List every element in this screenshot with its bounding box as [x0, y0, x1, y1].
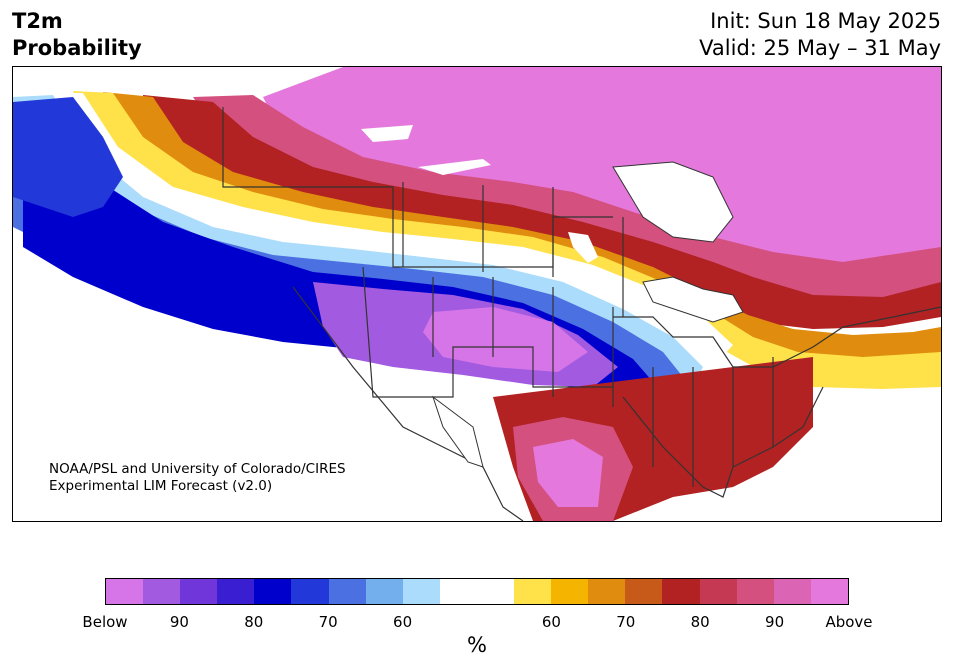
colorbar-segment — [773, 579, 811, 604]
colorbar-segment — [699, 579, 737, 604]
lake-winnipeg — [568, 232, 598, 263]
colorbar-segment — [402, 579, 440, 604]
region-above-north — [263, 67, 941, 282]
colorbar-segment — [254, 579, 292, 604]
colorbar-segment — [476, 579, 515, 604]
great-slave-lake — [418, 159, 491, 175]
probability-map — [12, 66, 942, 522]
region-below-max — [423, 307, 588, 372]
colorbar-tick-label: 60 — [393, 613, 413, 631]
date-block: Init: Sun 18 May 2025 Valid: 25 May – 31… — [699, 8, 941, 62]
colorbar-segment — [514, 579, 552, 604]
region-alaska-cold — [13, 97, 123, 217]
colorbar-tick-label: 70 — [616, 613, 636, 631]
colorbar-unit: % — [467, 633, 487, 657]
region-mexico-above-core — [533, 439, 603, 507]
title-block: T2m Probability — [12, 8, 142, 62]
title-variable: T2m — [12, 9, 63, 33]
colorbar — [105, 578, 849, 605]
init-date: Init: Sun 18 May 2025 — [710, 9, 941, 33]
colorbar-tick-label: 60 — [541, 613, 561, 631]
colorbar-tick-label: 90 — [169, 613, 189, 631]
colorbar-segment — [625, 579, 663, 604]
hudson-bay — [612, 161, 734, 243]
map-svg — [13, 67, 941, 521]
great-bear-lake — [361, 125, 413, 142]
colorbar-segment — [551, 579, 589, 604]
region-warm-yellow-north — [73, 91, 941, 389]
colorbar-segment — [106, 579, 144, 604]
colorbar-tick-label: 80 — [244, 613, 264, 631]
colorbar-segment — [328, 579, 366, 604]
valid-dates: Valid: 25 May – 31 May — [699, 36, 941, 60]
gulf-of-california — [432, 395, 484, 468]
colorbar-segment — [143, 579, 181, 604]
colorbar-segment — [291, 579, 329, 604]
credit-line-2: Experimental LIM Forecast (v2.0) — [49, 478, 273, 494]
colorbar-segment — [588, 579, 626, 604]
colorbar-tick-label: 90 — [765, 613, 785, 631]
colorbar-segment — [217, 579, 255, 604]
colorbar-segment — [439, 579, 477, 604]
title-product: Probability — [12, 36, 142, 60]
colorbar-tick-label: Above — [825, 613, 873, 631]
credit-line-1: NOAA/PSL and University of Colorado/CIRE… — [49, 461, 346, 477]
colorbar-tick-label: 70 — [318, 613, 338, 631]
great-lakes — [642, 276, 744, 323]
colorbar-tick-label: 80 — [690, 613, 710, 631]
colorbar-segment — [662, 579, 700, 604]
colorbar-segment — [810, 579, 848, 604]
colorbar-segment — [180, 579, 218, 604]
colorbar-tick-label: Below — [82, 613, 128, 631]
region-above-north-mid — [193, 95, 941, 302]
map-borders — [222, 107, 941, 521]
colorbar-segment — [365, 579, 403, 604]
region-warm-orange-north — [103, 92, 941, 367]
credit-text: NOAA/PSL and University of Colorado/CIRE… — [49, 461, 346, 495]
colorbar-segment — [736, 579, 774, 604]
